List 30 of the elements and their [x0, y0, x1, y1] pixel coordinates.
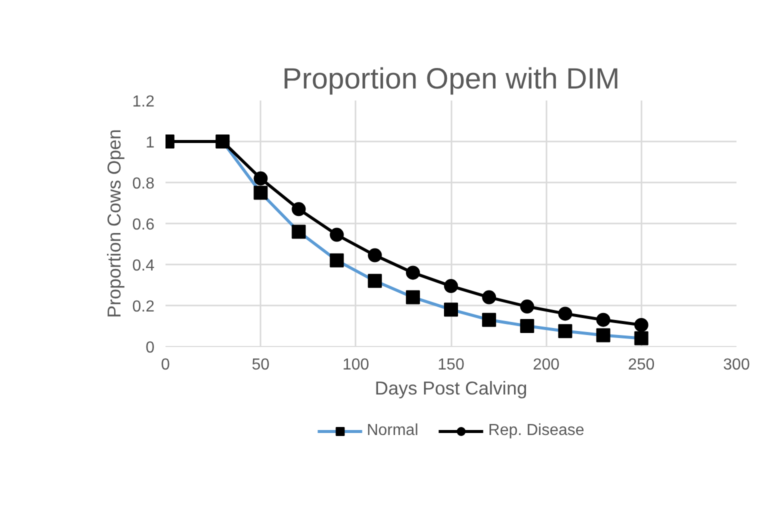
y-tick-label: 0.2 [132, 298, 155, 316]
point [596, 312, 610, 327]
point [520, 300, 534, 314]
legend-label: Rep. Disease [488, 422, 584, 440]
y-tick-label: 0 [146, 340, 155, 356]
chart-title: Proportion Open with DIM [282, 62, 620, 96]
point [292, 202, 306, 216]
x-axis-title: Days Post Calving [374, 378, 528, 398]
y-axis-title: Proportion Cows Open [103, 129, 124, 318]
x-tick-label: 50 [252, 356, 270, 374]
point [254, 171, 268, 186]
point [444, 279, 458, 294]
point [330, 228, 344, 242]
x-tick-label: 250 [628, 356, 655, 374]
x-tick-label: 300 [723, 356, 750, 374]
point [634, 318, 648, 332]
point [368, 248, 382, 262]
y-tick-label: 0.6 [132, 216, 155, 234]
point [482, 290, 496, 304]
x-tick-label: 200 [532, 356, 560, 374]
x-tick-label: 100 [342, 356, 370, 374]
point [558, 306, 572, 321]
point [406, 266, 420, 280]
x-tick-label: 150 [438, 356, 464, 374]
x-tick-label: 0 [161, 356, 170, 374]
legend-label: Normal [366, 422, 418, 440]
y-tick-label: 0.4 [132, 258, 155, 274]
y-tick-label: 1 [146, 134, 155, 152]
y-tick-label: 1.2 [132, 94, 155, 110]
y-tick-label: 0.8 [132, 176, 155, 192]
